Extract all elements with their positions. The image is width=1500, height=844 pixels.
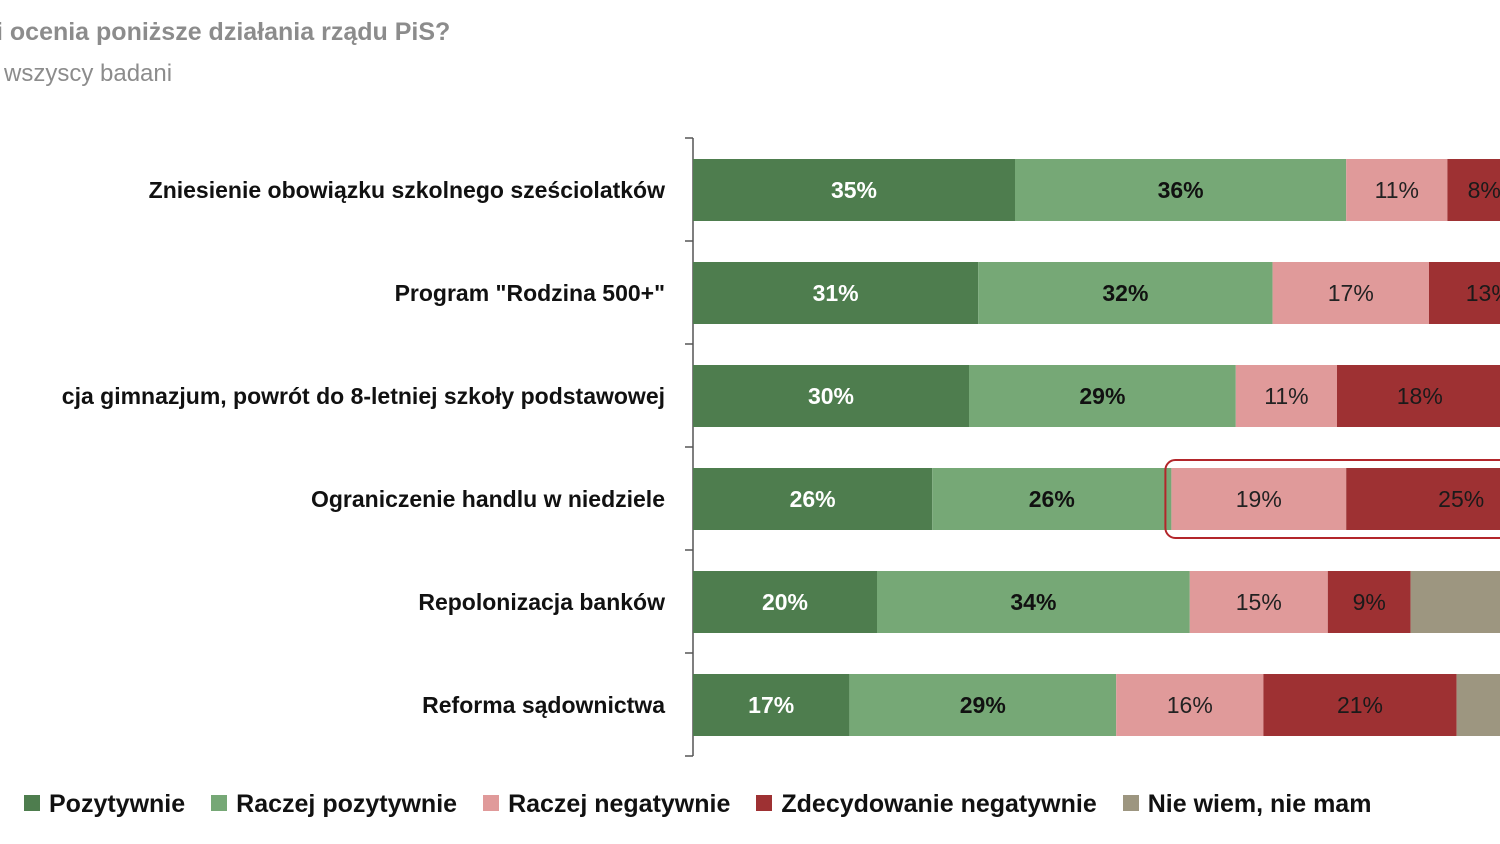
legend-swatch (1122, 795, 1139, 811)
bar-segment (1015, 159, 1347, 221)
data-label: 29% (1079, 383, 1125, 409)
category-label: Repolonizacja banków (418, 589, 665, 615)
data-label: 19% (1236, 486, 1282, 512)
bar-segment (693, 365, 969, 427)
data-label: 29% (960, 692, 1006, 718)
bar-segment (693, 468, 933, 530)
legend-item: Raczej pozytywnie (211, 790, 457, 819)
legend-label: Nie wiem, nie mam (1147, 790, 1372, 818)
data-label: 36% (1158, 177, 1204, 203)
category-label: Zniesienie obowiązku szkolnego sześciola… (149, 177, 665, 203)
chart-subtitle: wszyscy badani (4, 60, 173, 87)
bar-segment (1116, 674, 1264, 736)
data-label: 13% (1466, 280, 1500, 306)
legend-label: Zdecydowanie negatywnie (781, 790, 1097, 818)
legend-item: Raczej negatywnie (483, 790, 730, 819)
data-label: 35% (831, 177, 877, 203)
bar-segment (877, 571, 1190, 633)
data-label: 17% (748, 692, 794, 718)
data-label: 26% (1029, 486, 1075, 512)
bar-segment (693, 159, 1015, 221)
data-label: 25% (1438, 486, 1484, 512)
data-label: 11% (1264, 383, 1308, 409)
data-label: 20% (762, 589, 808, 615)
chart-title: i ocenia poniższe działania rządu PiS? (0, 18, 451, 46)
chart-legend: Pozytywnie Raczej pozytywnie Raczej negaty… (24, 790, 1397, 819)
legend-label: Pozytywnie (49, 790, 186, 818)
legend-item: Zdecydowanie negatywnie (756, 790, 1097, 819)
bar-segment (1327, 571, 1411, 633)
bar-segment (1272, 262, 1429, 324)
bar-segment (693, 674, 850, 736)
legend-swatch (483, 795, 500, 811)
data-label: 8% (1468, 177, 1500, 203)
bar-segment (849, 674, 1117, 736)
data-label: 26% (790, 486, 836, 512)
data-label: 17% (1328, 280, 1374, 306)
bar-segment (1410, 571, 1500, 633)
bar-segment (1189, 571, 1328, 633)
legend-swatch (24, 795, 40, 811)
legend-label: Raczej negatywnie (508, 790, 731, 818)
category-label: Ograniczenie handlu w niedziele (311, 486, 665, 512)
data-label: 16% (1167, 692, 1213, 718)
bar-segment (1447, 159, 1500, 221)
data-label: 21% (1337, 692, 1383, 718)
bar-segment (1429, 262, 1500, 324)
category-label: Reforma sądownictwa (422, 692, 665, 718)
category-label: Program "Rodzina 500+" (395, 280, 665, 306)
data-label: 11% (1375, 177, 1419, 203)
data-label: 18% (1397, 383, 1443, 409)
bar-segment (693, 262, 979, 324)
bar-segment (693, 571, 877, 633)
bar-segment (932, 468, 1172, 530)
legend-label: Raczej pozytywnie (236, 790, 458, 818)
bar-segment (1263, 674, 1457, 736)
bar-segment (1456, 674, 1500, 736)
data-label: 15% (1236, 589, 1282, 615)
legend-swatch (756, 795, 773, 811)
data-label: 32% (1102, 280, 1148, 306)
legend-swatch (211, 795, 228, 811)
legend-item: Nie wiem, nie mam (1122, 790, 1372, 819)
bar-segment (1171, 468, 1347, 530)
bar-segment (1235, 365, 1337, 427)
data-label: 31% (813, 280, 859, 306)
bar-segment (1346, 468, 1500, 530)
legend-item: Pozytywnie (24, 790, 185, 819)
data-label: 34% (1010, 589, 1056, 615)
bar-segment (978, 262, 1273, 324)
highlight-box (1164, 459, 1500, 539)
data-label: 30% (808, 383, 854, 409)
bar-segment (1346, 159, 1448, 221)
bar-segment (1337, 365, 1500, 427)
data-label: 9% (1353, 589, 1386, 615)
category-label: cja gimnazjum, powrót do 8-letniej szkoł… (62, 383, 665, 409)
stacked-bar-chart: Zniesienie obowiązku szkolnego sześciola… (62, 137, 1500, 757)
bar-segment (969, 365, 1236, 427)
